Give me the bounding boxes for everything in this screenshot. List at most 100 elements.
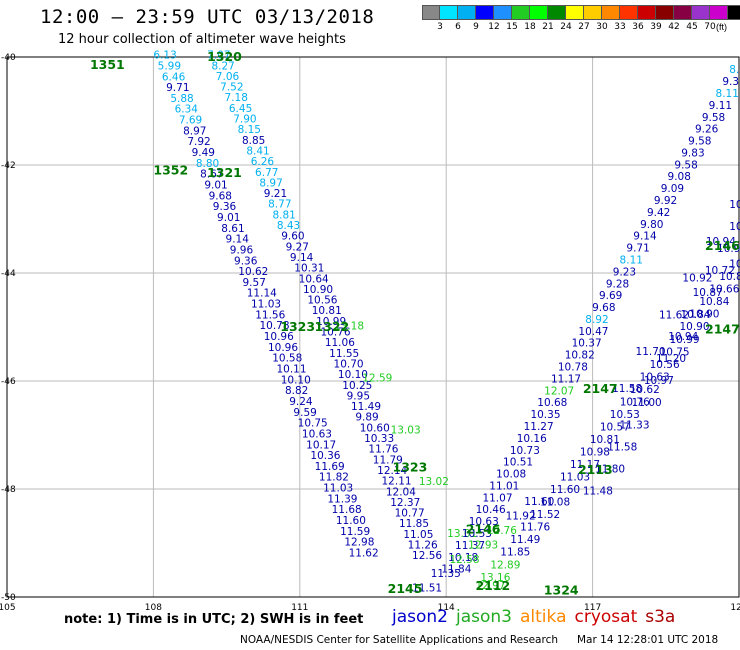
wave-height-value: 9.60 <box>281 231 304 243</box>
wave-height-value: 11.39 <box>327 493 357 505</box>
color-scale-swatch <box>458 5 476 20</box>
color-scale-swatch <box>728 5 740 20</box>
wave-height-value: 12.89 <box>490 559 520 571</box>
pass-number-label: 2112 <box>475 578 510 593</box>
wave-height-value: 10.31 <box>294 263 324 275</box>
wave-height-value: 13.16 <box>480 572 510 584</box>
wave-height-value: 11.35 <box>431 568 461 580</box>
color-scale-label: 30 <box>596 22 608 32</box>
latitude-tick-label: -46 <box>1 377 16 387</box>
wave-height-value: 11.37 <box>455 540 485 552</box>
wave-height-value: 10.78 <box>259 320 289 332</box>
wave-height-value: 6.77 <box>255 167 278 179</box>
wave-height-value: 10.94 <box>668 331 698 343</box>
wave-height-value: 9.09 <box>661 183 684 195</box>
color-scale-swatch <box>602 5 620 20</box>
wave-height-value: 13.18 <box>334 321 364 333</box>
wave-height-value: 10.16 <box>517 433 547 445</box>
wave-height-value: 9.26 <box>695 124 719 136</box>
wave-height-value: 10.53 <box>462 528 492 540</box>
wave-height-value: 10.90 <box>689 309 719 321</box>
color-scale-swatch <box>674 5 692 20</box>
wave-height-value: 10.73 <box>510 445 540 457</box>
wave-height-value: 8.67 <box>200 169 223 181</box>
wave-height-value: 12.97 <box>475 580 505 592</box>
wave-height-value: 9.14 <box>290 252 314 264</box>
wave-height-value: 10.56 <box>307 295 337 307</box>
wave-height-value: 10.84 <box>680 309 710 321</box>
wave-height-value: 10.81 <box>719 271 740 283</box>
wave-height-value: 13.01 <box>447 528 477 540</box>
wave-height-value: 9.14 <box>633 231 657 243</box>
color-scale-label: 70 <box>704 22 716 32</box>
wave-height-value: 12.98 <box>344 537 374 549</box>
wave-height-value: 11.58 <box>607 441 637 453</box>
wave-height-value: 9.11 <box>709 100 732 112</box>
wave-height-value: 10.84 <box>699 296 729 308</box>
color-scale-swatch <box>440 5 458 20</box>
color-scale-label: 12 <box>488 22 500 32</box>
wave-height-value: 11.69 <box>315 461 345 473</box>
wave-height-value: 12.11 <box>382 476 412 488</box>
wave-height-value: 8.97 <box>183 125 206 137</box>
wave-height-value: 9.01 <box>204 180 227 192</box>
wave-height-value: 10.90 <box>303 284 333 296</box>
wave-height-value: 10.70 <box>334 358 364 370</box>
wave-height-value: 11.26 <box>408 540 438 552</box>
wave-height-value: 9.23 <box>613 266 636 278</box>
wave-height-value: 11.03 <box>560 472 590 484</box>
wave-height-value: 11.80 <box>595 463 625 475</box>
wave-height-value: 11.68 <box>332 504 362 516</box>
color-scale-label: 9 <box>473 22 479 32</box>
pass-number-label: 1352 <box>153 162 188 177</box>
wave-height-value: 10.63 <box>469 516 499 528</box>
wave-height-value: 11.48 <box>583 485 613 497</box>
longitude-tick-label: 111 <box>291 603 308 613</box>
color-scale-label: 42 <box>668 22 680 32</box>
color-scale-label: 6 <box>455 22 461 32</box>
color-scale-label: 27 <box>578 22 590 32</box>
color-scale-label: 39 <box>650 22 662 32</box>
wave-height-value: 7.52 <box>220 82 243 94</box>
wave-height-value: 11.49 <box>351 401 381 413</box>
wave-height-value: 8.11 <box>620 254 643 266</box>
color-scale-label: 18 <box>524 22 536 32</box>
longitude-tick-label: 117 <box>584 603 601 613</box>
legend-jason3: jason3 <box>456 607 512 627</box>
wave-height-value: 10.63 <box>302 428 332 440</box>
wave-height-value: 11.76 <box>520 522 550 534</box>
wave-height-value: 8.82 <box>285 385 308 397</box>
wave-height-value: 10.96 <box>264 331 294 343</box>
wave-height-value: 10.33 <box>364 433 394 445</box>
wave-height-value: 9.80 <box>640 219 663 231</box>
wave-height-value: 9.59 <box>293 407 316 419</box>
wave-height-value: 10.10 <box>281 374 311 386</box>
wave-height-value: 11.56 <box>255 309 285 321</box>
wave-height-value: 7.06 <box>216 71 240 83</box>
wave-height-value: 12.58 <box>449 554 479 566</box>
wave-height-value: 12.37 <box>390 497 420 509</box>
color-scale-unit: (ft) <box>716 22 727 32</box>
longitude-tick-label: 120 <box>730 603 740 613</box>
wave-height-value: 13.03 <box>391 424 421 436</box>
wave-height-value: 10.37 <box>572 338 602 350</box>
pass-number-label: 2147 <box>583 381 618 396</box>
longitude-tick-label: 105 <box>0 603 16 613</box>
color-scale-swatch <box>422 5 440 20</box>
wave-height-value: 8.11 <box>716 88 739 100</box>
wave-height-value: 11.84 <box>441 564 471 576</box>
wave-height-value: 11.85 <box>500 547 530 559</box>
latitude-tick-label: -40 <box>1 53 16 63</box>
wave-height-value: 8.80 <box>196 158 219 170</box>
wave-height-value: 11.55 <box>329 348 359 360</box>
pass-number-label: 2146 <box>705 238 740 253</box>
pass-number-label: 2147 <box>705 322 740 337</box>
wave-height-value: 10.62 <box>630 384 660 396</box>
wave-height-value: 8.27 <box>211 60 234 72</box>
wave-height-value: 11.85 <box>399 518 429 530</box>
wave-height-value: 9.49 <box>192 147 215 159</box>
color-scale-label: 3 <box>437 22 443 32</box>
pass-number-label: 2113 <box>578 462 613 477</box>
color-scale-swatch <box>512 5 530 20</box>
